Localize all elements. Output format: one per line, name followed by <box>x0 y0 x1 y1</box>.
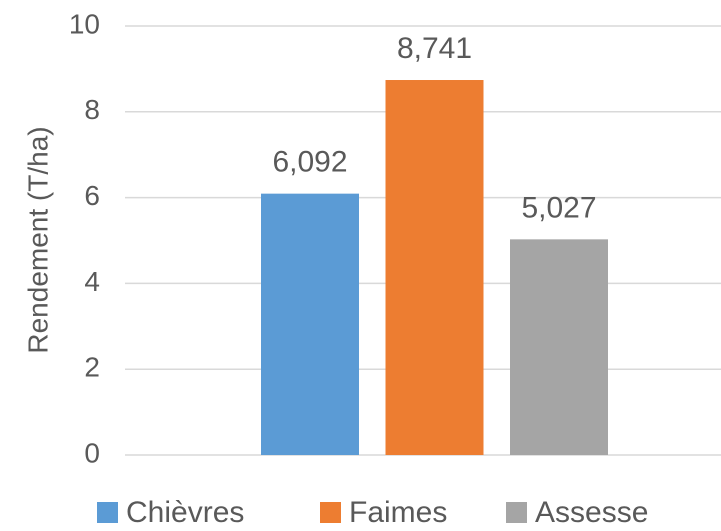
data-label: 6,092 <box>272 146 347 179</box>
legend-swatch <box>320 502 341 523</box>
legend-label: Faimes <box>349 496 447 529</box>
data-label: 8,741 <box>397 32 472 65</box>
y-tick-label: 10 <box>69 8 100 39</box>
y-tick-label: 2 <box>84 352 100 383</box>
y-tick-label: 6 <box>84 180 100 211</box>
legend-label: Assesse <box>535 496 648 529</box>
legend-label: Chièvres <box>126 496 244 529</box>
bar <box>261 193 359 455</box>
legend-swatch <box>506 502 527 523</box>
bar <box>385 80 484 455</box>
bar <box>510 239 608 455</box>
y-tick-label: 0 <box>84 437 100 468</box>
y-tick-label: 4 <box>84 266 100 297</box>
data-label: 5,027 <box>521 191 596 224</box>
y-axis-title: Rendement (T/ha) <box>22 126 53 353</box>
legend-swatch <box>97 502 118 523</box>
y-tick-label: 8 <box>84 94 100 125</box>
